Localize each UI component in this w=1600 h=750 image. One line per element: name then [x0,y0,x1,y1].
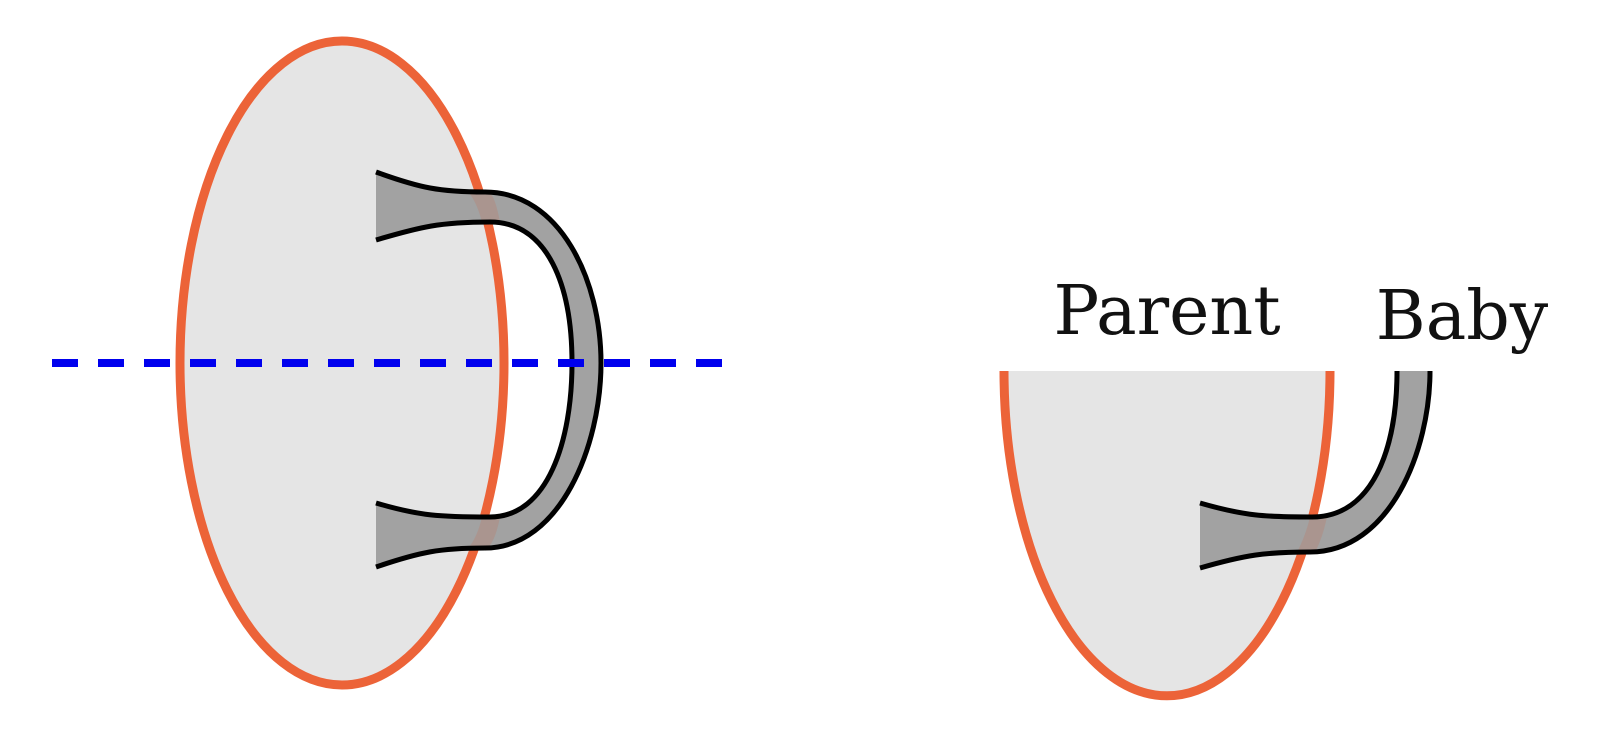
handle-overlap-top [468,192,500,222]
baby-handle-band [1200,371,1430,568]
baby-outer-edge [1199,370,1433,571]
handle-overlap-bottom [468,517,500,548]
handle-band [376,172,601,567]
full-surface-figure [52,36,725,690]
baby-overlap [1297,517,1327,552]
handle-outer-edge [375,169,604,570]
parent-label: Parent [1053,272,1280,351]
baby-inner-edge [1199,370,1400,520]
baby-label: Baby [1376,277,1549,356]
cut-surface-figure: Parent Baby [999,272,1549,701]
parent-half-disk [1004,371,1330,696]
